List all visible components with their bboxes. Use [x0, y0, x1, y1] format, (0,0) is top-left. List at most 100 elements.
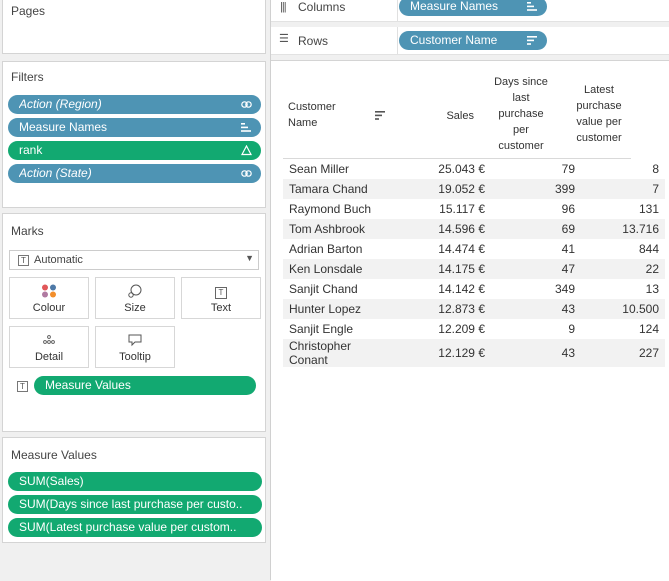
filter-pill-action-state[interactable]: Action (State): [8, 164, 261, 183]
cell-sales: 14.175 €: [399, 259, 491, 279]
rows-pill-customer-name[interactable]: Customer Name: [399, 31, 547, 50]
header-line: Days since: [494, 76, 548, 88]
header-line: last: [512, 92, 530, 104]
header-days-since[interactable]: Days since last purchase per customer: [482, 74, 560, 154]
text-encoding-icon: T: [17, 381, 28, 392]
cell-sales: 19.052 €: [399, 179, 491, 199]
delta-icon: [241, 141, 252, 160]
cell-days: 79: [561, 162, 575, 176]
cell-name: Tom Ashbrook: [283, 219, 399, 239]
link-icon: [241, 164, 252, 183]
table-row[interactable]: Tamara Chand 19.052 €399 7: [283, 179, 665, 199]
text-mark-icon: T: [18, 255, 29, 266]
filter-pill-measure-names[interactable]: Measure Names: [8, 118, 261, 137]
detail-button[interactable]: Detail: [9, 326, 89, 368]
rows-icon: ☰: [279, 33, 289, 45]
measure-values-item-label: SUM(Days since last purchase per custo..: [19, 497, 243, 511]
detail-icon: [10, 333, 88, 347]
sort-bars-icon: [241, 118, 252, 137]
cell-latest: 8: [652, 162, 659, 176]
cell-latest: 227: [581, 339, 665, 367]
header-line: Customer: [288, 101, 336, 113]
cell-sales: 14.474 €: [438, 242, 485, 256]
cell-days: 349: [554, 282, 575, 296]
cell-name: Tamara Chand: [283, 179, 399, 199]
header-sales[interactable]: Sales: [430, 108, 474, 124]
tooltip-label: Tooltip: [119, 351, 151, 363]
table-row[interactable]: Raymond Buch 15.117 € 96 131: [283, 199, 665, 219]
measure-values-item[interactable]: SUM(Days since last purchase per custo..: [8, 495, 262, 514]
pages-title: Pages: [11, 4, 46, 18]
cell-sales: 12.873 €: [399, 299, 491, 319]
cell-latest: 10.500: [581, 299, 665, 319]
cell-name: Ken Lonsdale: [283, 259, 399, 279]
header-line: Latest: [584, 84, 614, 96]
cell-days: 47: [491, 259, 581, 279]
measure-values-item[interactable]: SUM(Sales): [8, 472, 262, 491]
cell-sales: 14.142 €: [438, 282, 485, 296]
header-customer-name[interactable]: Customer Name: [288, 99, 336, 131]
measure-values-card: Measure Values SUM(Sales) SUM(Days since…: [2, 437, 266, 543]
cell-latest: 7: [581, 179, 665, 199]
view-canvas: [271, 60, 669, 581]
columns-label: Columns: [298, 0, 346, 14]
cell-sales: 12.209 €: [438, 322, 485, 336]
table-row[interactable]: Ken Lonsdale 14.175 €47 22: [283, 259, 665, 279]
shelf-divider: [397, 0, 398, 21]
detail-label: Detail: [34, 351, 64, 363]
cell-name: Sanjit Engle: [289, 322, 354, 336]
cell-latest: 844: [638, 242, 659, 256]
cell-name: Raymond Buch: [289, 202, 372, 216]
cell-name: Sanjit Chand: [289, 282, 358, 296]
filter-pill-rank[interactable]: rank: [8, 141, 261, 160]
filter-pill-label: rank: [19, 143, 43, 157]
table-row[interactable]: Adrian Barton 14.474 € 41 844: [283, 239, 665, 259]
header-line: per: [513, 124, 529, 136]
cell-latest: 13.716: [581, 219, 665, 239]
filter-pill-action-region[interactable]: Action (Region): [8, 95, 261, 114]
measure-values-title: Measure Values: [11, 448, 97, 462]
columns-pill-measure-names[interactable]: Measure Names: [399, 0, 547, 16]
colour-button[interactable]: Colour: [9, 277, 89, 319]
cell-latest: 124: [638, 322, 659, 336]
cell-sales: 12.129 €: [399, 339, 491, 367]
chevron-down-icon: ▼: [245, 253, 254, 263]
text-button[interactable]: T Text: [181, 277, 261, 319]
measure-values-item[interactable]: SUM(Latest purchase value per custom..: [8, 518, 262, 537]
header-line: customer: [498, 140, 544, 152]
mark-type-label: Automatic: [34, 254, 83, 266]
text-label: Text: [210, 302, 232, 314]
cell-days: 96: [561, 202, 575, 216]
header-line: customer: [576, 132, 622, 144]
data-table: Sean Miller 25.043 €79 8 Tamara Chand 19.052…: [283, 159, 665, 367]
table-row[interactable]: Sanjit Chand 14.142 € 349 13: [283, 279, 665, 299]
mark-type-dropdown[interactable]: T Automatic ▼: [9, 250, 259, 270]
header-latest-purchase[interactable]: Latest purchase value per customer: [561, 82, 637, 146]
filter-pill-label: Action (State): [19, 166, 92, 180]
cell-days: 9: [568, 322, 575, 336]
table-row[interactable]: Hunter Lopez 12.873 €43 10.500: [283, 299, 665, 319]
tooltip-button[interactable]: Tooltip: [95, 326, 175, 368]
table-row[interactable]: Christopher Conant 12.129 €43 227: [283, 339, 665, 367]
table-row[interactable]: Sean Miller 25.043 € 79 8: [283, 159, 665, 179]
filters-title: Filters: [11, 70, 44, 84]
header-line: value per: [576, 116, 622, 128]
sort-descending-icon[interactable]: [375, 110, 386, 124]
pane-divider[interactable]: [270, 0, 271, 580]
size-button[interactable]: Size: [95, 277, 175, 319]
measure-values-item-label: SUM(Sales): [19, 474, 84, 488]
header-line: Name: [288, 117, 318, 129]
sort-descending-icon: [527, 31, 538, 50]
table-row[interactable]: Sanjit Engle 12.209 € 9 124: [283, 319, 665, 339]
link-icon: [241, 95, 252, 114]
cell-latest: 131: [638, 202, 659, 216]
header-line: Sales: [446, 110, 474, 122]
measure-values-mark-pill[interactable]: Measure Values: [34, 376, 256, 395]
marks-card: Marks T Automatic ▼ Colour Size T Text D…: [2, 213, 266, 432]
header-line: purchase: [498, 108, 544, 120]
cell-name: Hunter Lopez: [283, 299, 399, 319]
colour-label: Colour: [32, 302, 66, 314]
cell-name: Sean Miller: [289, 162, 350, 176]
table-row[interactable]: Tom Ashbrook 14.596 €69 13.716: [283, 219, 665, 239]
columns-icon: |||: [280, 1, 287, 13]
